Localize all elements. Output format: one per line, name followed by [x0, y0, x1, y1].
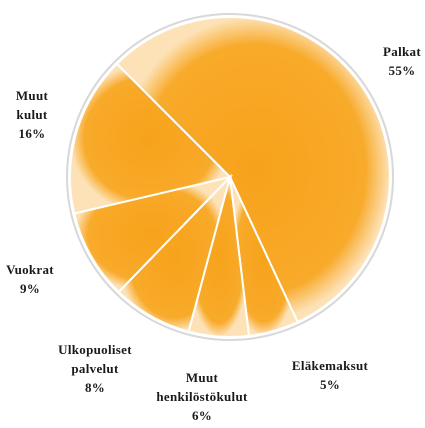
slice-label: Muut henkilöstökulut 6%	[156, 368, 247, 425]
pie-slice	[69, 62, 232, 215]
slice-label: Vuokrat 9%	[6, 260, 54, 298]
category-name: Palkat	[383, 44, 421, 59]
value-label: 8%	[84, 380, 106, 395]
value-label: 16%	[18, 126, 46, 141]
value-label: 5%	[319, 377, 341, 392]
slice-label: Eläkemaksut 5%	[292, 356, 368, 394]
pie-slice	[73, 175, 234, 294]
value-label: 6%	[191, 408, 213, 423]
category-name: Muut henkilöstökulut	[156, 370, 248, 404]
pie-slice	[115, 16, 391, 324]
category-name: Vuokrat	[6, 262, 54, 277]
category-name: Eläkemaksut	[291, 358, 369, 373]
slice-label: Ulkopuoliset palvelut 8%	[58, 340, 132, 397]
category-name: Ulkopuoliset palvelut	[58, 342, 132, 376]
slice-label: Muut kulut 16%	[16, 86, 48, 143]
value-label: 55%	[388, 63, 416, 78]
category-name: Muut kulut	[15, 88, 49, 122]
slice-label: Palkat 55%	[383, 42, 421, 80]
value-label: 9%	[19, 281, 41, 296]
